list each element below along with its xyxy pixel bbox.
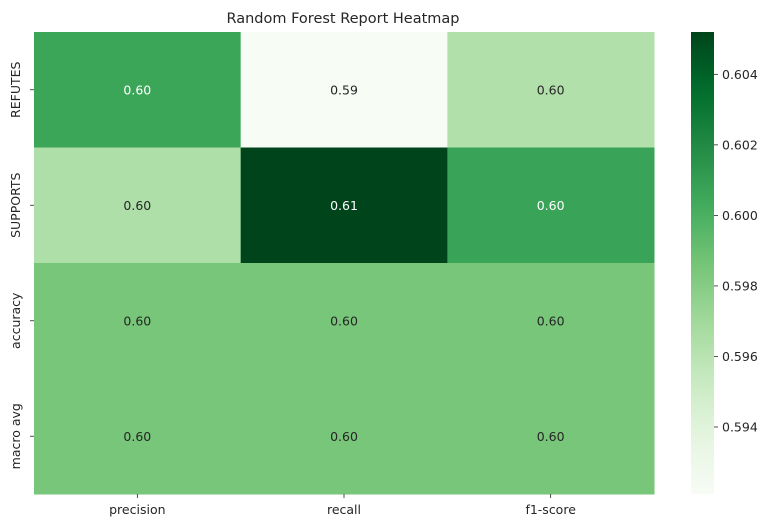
- cell-label: 0.60: [123, 429, 151, 444]
- cell-label: 0.60: [123, 313, 151, 328]
- cell-label: 0.60: [330, 429, 358, 444]
- y-tick-label: REFUTES: [8, 61, 23, 117]
- heatmap-cell: [240, 147, 448, 264]
- colorbar-tick-label: 0.604: [722, 67, 758, 82]
- heatmap-cell: [34, 32, 242, 148]
- x-tick-label: recall: [327, 502, 361, 517]
- heatmap-cells: 0.60 0.59 0.60 0.60 0.61 0.60 0.60 0.60 0.60 0.60…: [34, 32, 655, 495]
- heatmap-cell: [447, 147, 655, 264]
- y-tick-label: accuracy: [8, 292, 23, 349]
- cell-label: 0.60: [330, 313, 358, 328]
- cell-label: 0.61: [330, 198, 358, 213]
- cell-label: 0.60: [537, 429, 565, 444]
- heatmap-cell: [34, 147, 242, 264]
- heatmap-cell: [447, 378, 655, 495]
- x-tick-label: precision: [109, 502, 165, 517]
- cell-label: 0.60: [537, 198, 565, 213]
- colorbar-tick-label: 0.596: [722, 349, 758, 364]
- heatmap-cell: [240, 263, 448, 379]
- heatmap-cell: [34, 263, 242, 379]
- colorbar-tick-label: 0.598: [722, 278, 758, 293]
- x-axis-ticks: precision recall f1-score: [109, 494, 576, 517]
- heatmap-cell: [240, 32, 448, 148]
- heatmap-cell: [447, 263, 655, 379]
- y-tick-label: SUPPORTS: [8, 173, 23, 238]
- x-tick-label: f1-score: [525, 502, 576, 517]
- colorbar-tick-label: 0.600: [722, 208, 758, 223]
- colorbar-ticks: 0.594 0.596 0.598 0.600 0.602 0.604: [714, 67, 758, 434]
- heatmap-cell: [240, 378, 448, 495]
- cell-label: 0.60: [537, 82, 565, 97]
- chart-title: Random Forest Report Heatmap: [226, 11, 459, 27]
- colorbar-tick-label: 0.602: [722, 137, 758, 152]
- y-axis-ticks: REFUTES SUPPORTS accuracy macro avg: [8, 61, 34, 469]
- heatmap-cell: [34, 378, 242, 495]
- y-tick-label: macro avg: [8, 403, 23, 469]
- heatmap-cell: [447, 32, 655, 148]
- cell-label: 0.60: [123, 82, 151, 97]
- colorbar: [691, 32, 714, 494]
- cell-label: 0.59: [330, 82, 358, 97]
- cell-label: 0.60: [123, 198, 151, 213]
- colorbar-tick-label: 0.594: [722, 419, 758, 434]
- cell-label: 0.60: [537, 313, 565, 328]
